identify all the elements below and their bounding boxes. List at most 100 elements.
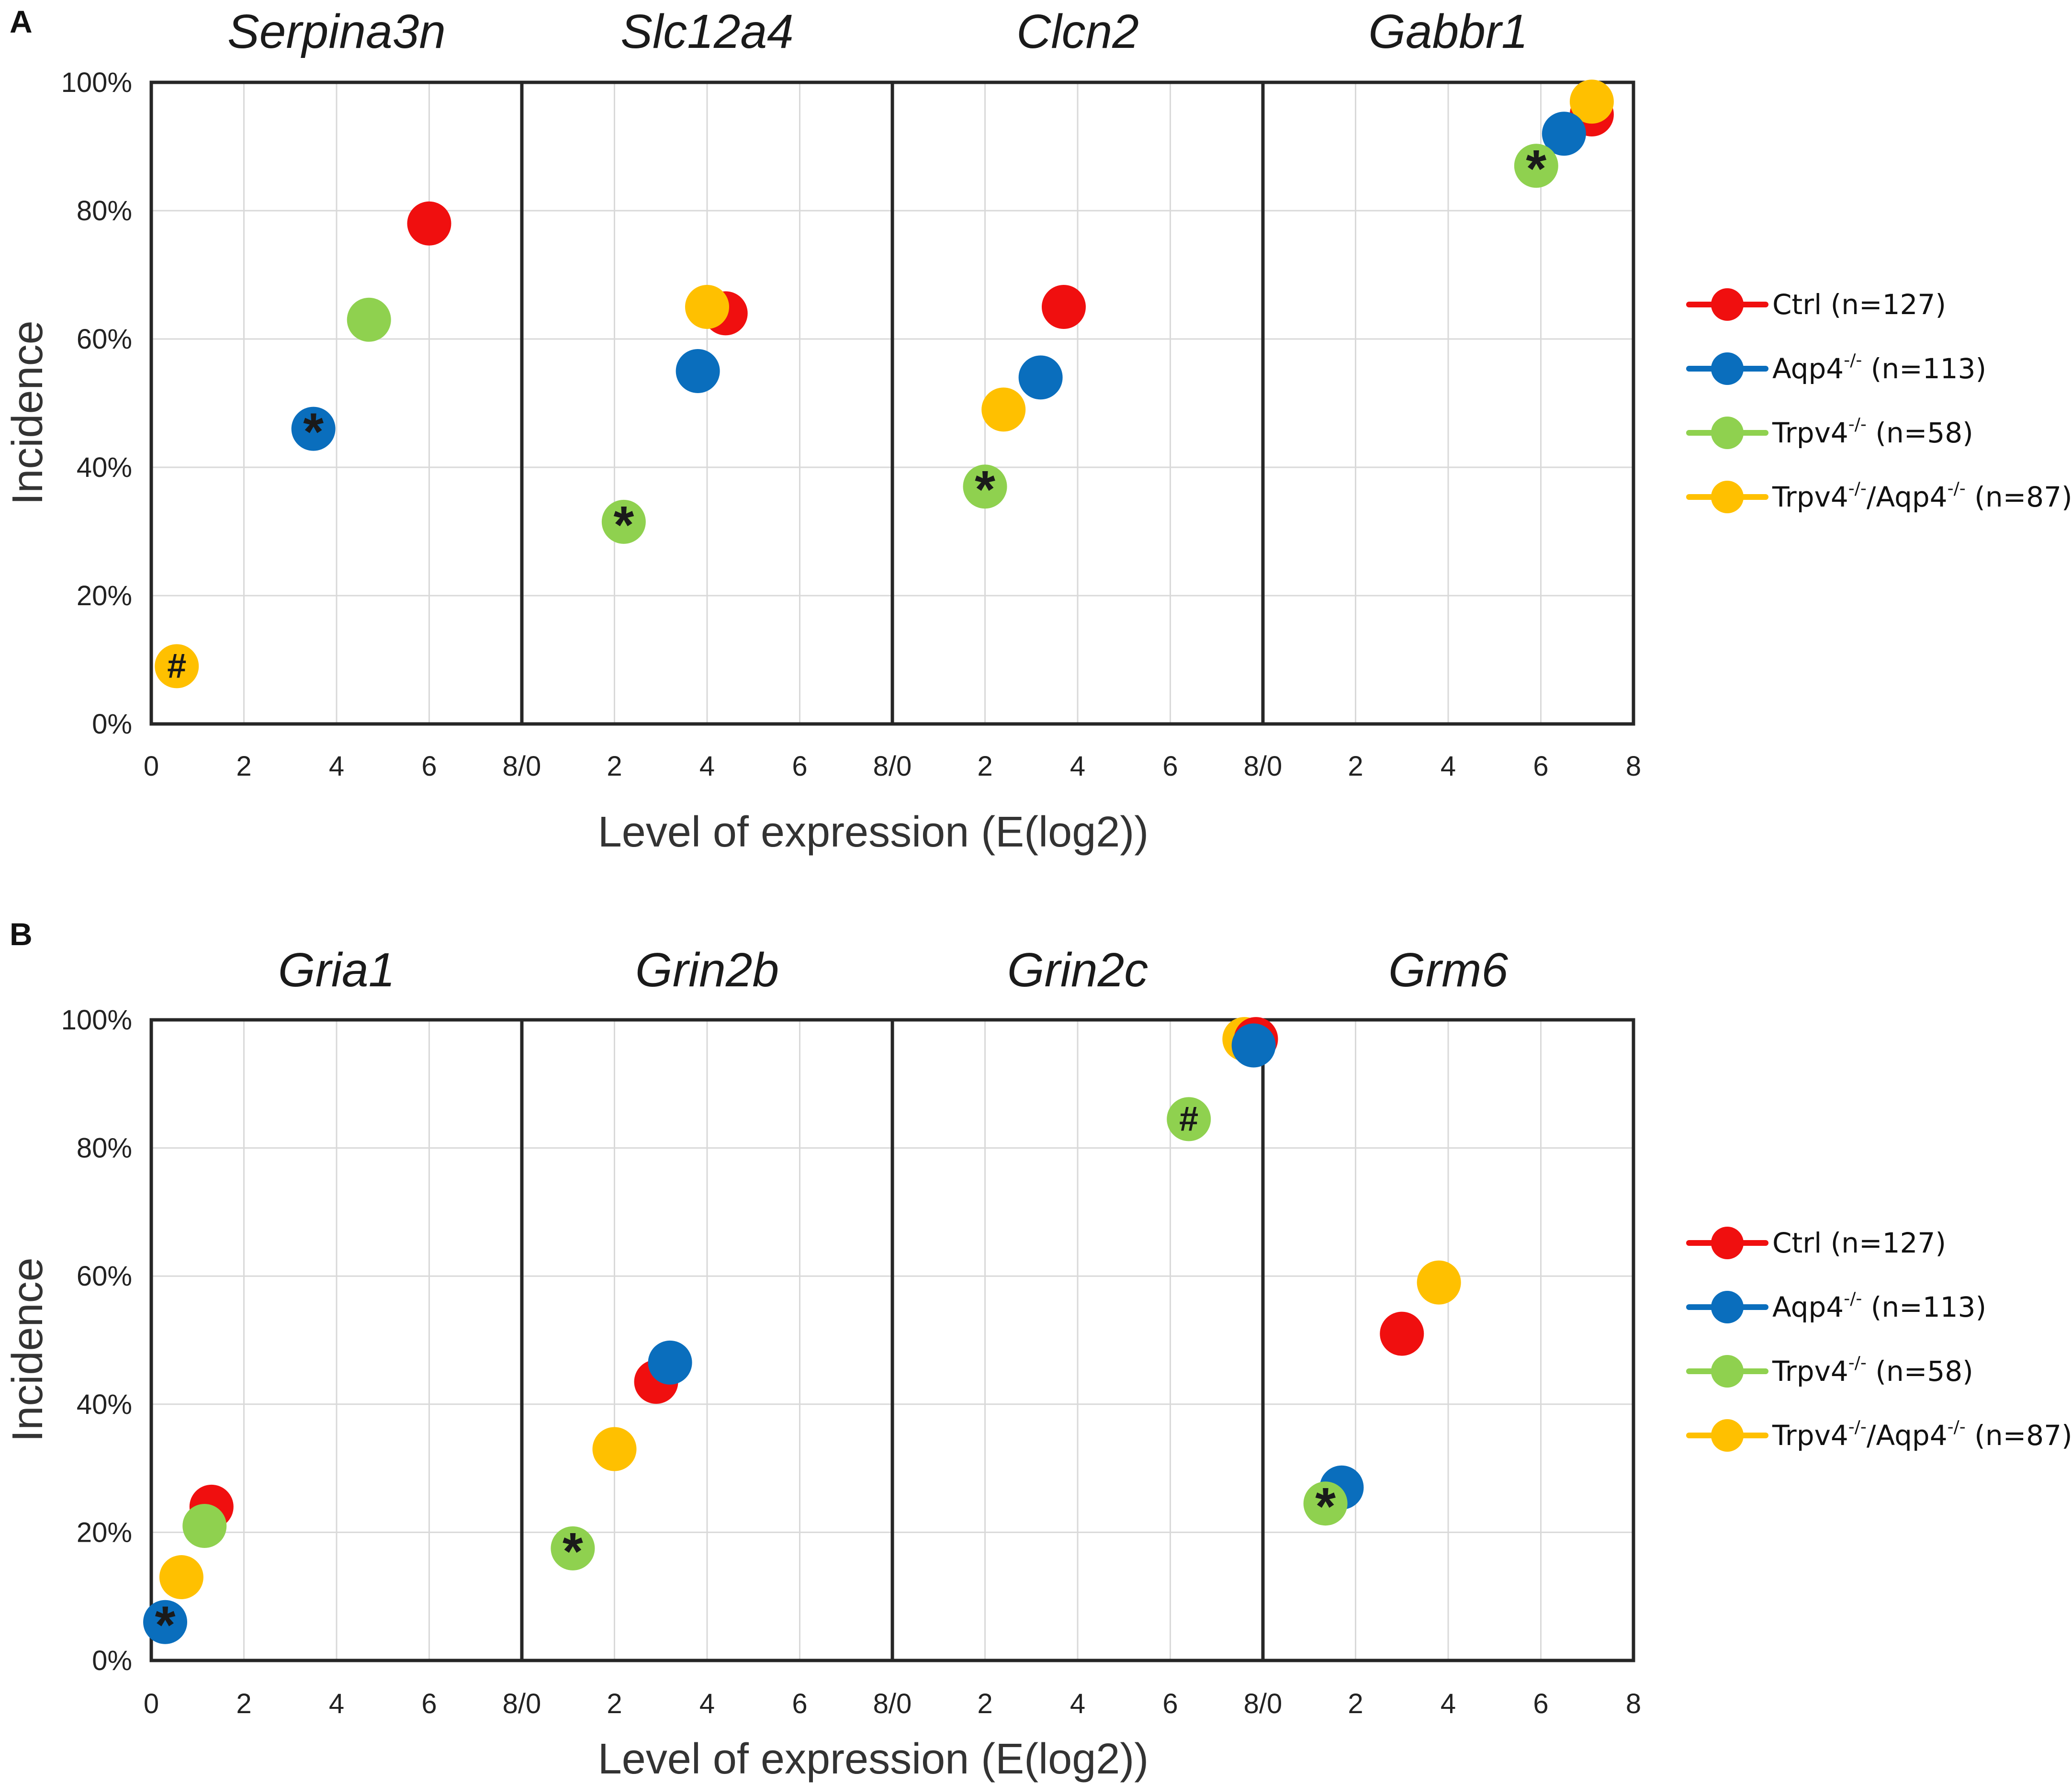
data-point-marker: [1041, 285, 1086, 329]
subplot-serpina3n: Serpina3n * #: [155, 5, 451, 689]
legend-label: Ctrl (n=127): [1772, 288, 1946, 321]
legend-label-count: (n=127): [1822, 1227, 1946, 1259]
data-point-aqp4: [648, 1340, 692, 1385]
legend-label-tail: /Aqp4: [1867, 481, 1948, 513]
subplot-grin2b: Grin2b *: [551, 943, 779, 1581]
data-point-marker: [143, 1600, 188, 1644]
data-point-marker: [291, 406, 336, 451]
significance-asterisk: *: [155, 1596, 176, 1655]
data-point-aqp4: [676, 349, 720, 393]
x-tick-label: 4: [1441, 1688, 1456, 1719]
x-tick-label: 6: [792, 1688, 807, 1719]
subplot-grin2c: Grin2c #: [1007, 943, 1278, 1141]
x-tick-label: 8/0: [503, 751, 541, 782]
x-tick-label: 4: [699, 751, 715, 782]
data-point-marker: [685, 285, 729, 329]
data-point-marker: [1417, 1260, 1461, 1305]
data-point-marker: [1231, 1023, 1276, 1068]
panel-a: A 0% 20% 40% 60% 80% 100% 0 2 4 6 8/0 2 4 6 8/0 2 4 6 8/0 2 4…: [4, 4, 2072, 856]
significance-asterisk: *: [1315, 1477, 1336, 1536]
data-point-trpv4: *: [1514, 139, 1558, 198]
legend-label-tail: /Aqp4: [1867, 1419, 1948, 1452]
data-point-marker: [981, 387, 1026, 432]
y-tick-label: 0%: [92, 1645, 132, 1676]
data-point-marker: [1542, 112, 1586, 156]
y-tick-label: 80%: [77, 195, 132, 226]
x-tick-label: 8: [1626, 751, 1641, 782]
legend-label-base: Trpv4: [1772, 417, 1848, 449]
y-tick-label: 40%: [77, 1389, 132, 1420]
x-tick-label: 6: [421, 751, 437, 782]
data-point-marker: [963, 464, 1007, 509]
data-point-aqp4: [1018, 355, 1063, 400]
x-tick-label: 2: [607, 751, 622, 782]
legend: Ctrl (n=127) Aqp4-/- (n=113) Trpv4-/- (n=5…: [1686, 1227, 2072, 1452]
legend-label-base: Aqp4: [1772, 352, 1844, 385]
legend-item-aqp4: Aqp4-/- (n=113): [1686, 1289, 1986, 1323]
legend-item-ctrl: Ctrl (n=127): [1686, 1227, 1946, 1259]
data-point-marker: [1303, 1481, 1348, 1526]
gene-title: Serpina3n: [227, 5, 446, 58]
data-point-trpv4: [347, 297, 391, 342]
data-point-trpv4: *: [1303, 1477, 1348, 1536]
gridlines: [151, 1020, 1633, 1660]
data-point-marker: [407, 201, 451, 246]
x-axis-title: Level of expression (E(log2)): [598, 1735, 1149, 1783]
data-point-double: [1417, 1260, 1461, 1305]
x-tick-label: 4: [1441, 751, 1456, 782]
legend-label-sup: -/-: [1844, 1289, 1862, 1309]
gene-title: Grm6: [1388, 943, 1508, 997]
legend-marker: [1711, 417, 1744, 449]
x-tick-label: 8/0: [1244, 1688, 1283, 1719]
y-tick-label: 20%: [77, 1517, 132, 1548]
data-point-aqp4: [1542, 112, 1586, 156]
legend-label-sup: -/-: [1844, 350, 1862, 370]
legend-label: Ctrl (n=127): [1772, 1227, 1946, 1259]
data-point-ctrl: [407, 201, 451, 246]
subplot-gria1: Gria1 *: [143, 943, 395, 1655]
legend-marker: [1711, 1419, 1744, 1452]
significance-asterisk: *: [1526, 139, 1546, 198]
legend-label-base: Ctrl: [1772, 1227, 1822, 1259]
x-tick-label: 2: [607, 1688, 622, 1719]
x-tick-label: 6: [421, 1688, 437, 1719]
x-tick-label: 2: [236, 751, 251, 782]
y-tick-label: 40%: [77, 452, 132, 483]
data-point-trpv4: *: [963, 460, 1007, 519]
x-tick-label: 2: [1348, 751, 1363, 782]
legend-label-sup: -/-: [1948, 479, 1966, 498]
x-tick-label: 6: [1162, 751, 1178, 782]
y-tick-label: 60%: [77, 324, 132, 355]
legend-label-count: (n=87): [1966, 1419, 2072, 1452]
significance-asterisk: *: [613, 496, 634, 554]
data-point-aqp4: [1231, 1023, 1276, 1068]
data-point-trpv4: #: [1167, 1097, 1211, 1141]
gene-title: Gabbr1: [1368, 5, 1528, 58]
x-tick-label: 4: [329, 1688, 344, 1719]
gene-title: Clcn2: [1016, 5, 1139, 58]
data-point-trpv4: *: [551, 1522, 595, 1581]
data-point-marker: [347, 297, 391, 342]
legend-label-count: (n=87): [1966, 481, 2072, 513]
y-tick-label: 80%: [77, 1133, 132, 1164]
subplot-clcn2: Clcn2 *: [963, 5, 1139, 519]
data-point-marker: [155, 644, 199, 689]
legend-label: Trpv4-/- (n=58): [1772, 1353, 1973, 1388]
legend-label-sup: -/-: [1848, 479, 1867, 498]
x-tick-label: 4: [1070, 1688, 1085, 1719]
data-point-double: [981, 387, 1026, 432]
legend-label-base: Trpv4: [1772, 481, 1848, 513]
data-point-trpv4: *: [601, 496, 646, 554]
y-tick-label: 100%: [61, 67, 132, 98]
y-tick-label: 0%: [92, 709, 132, 740]
gene-title: Slc12a4: [620, 5, 793, 58]
data-point-ctrl: [1041, 285, 1086, 329]
data-point-double: [1569, 79, 1614, 124]
panel-letter: B: [10, 916, 33, 952]
y-axis-title: Incidence: [4, 1257, 52, 1442]
data-point-marker: [1167, 1097, 1211, 1141]
x-tick-label: 6: [1533, 751, 1548, 782]
data-point-aqp4: *: [143, 1596, 188, 1655]
legend-label-sup: -/-: [1848, 1353, 1867, 1373]
significance-hash: #: [1179, 1100, 1198, 1138]
